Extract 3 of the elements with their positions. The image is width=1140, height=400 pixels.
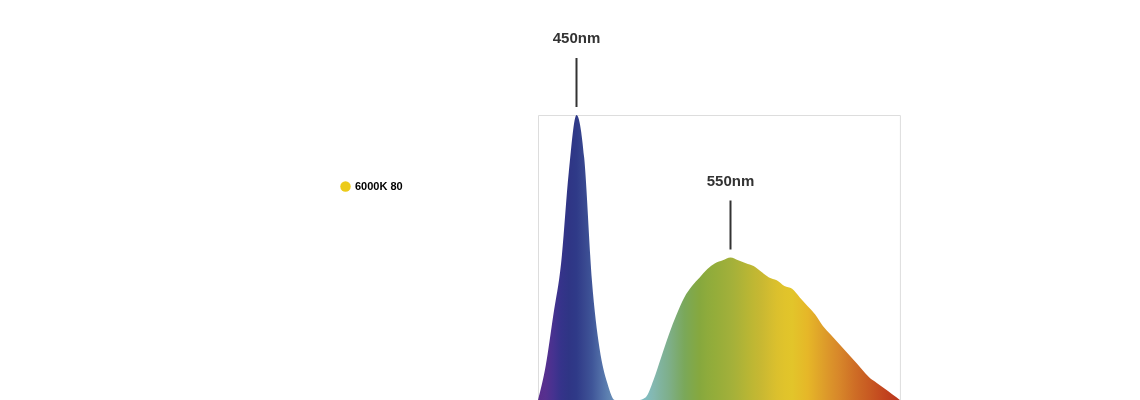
annotation: 550nm	[706, 171, 755, 189]
text: 450nm	[552, 29, 601, 46]
legend-label: 6000K 80	[355, 179, 403, 192]
